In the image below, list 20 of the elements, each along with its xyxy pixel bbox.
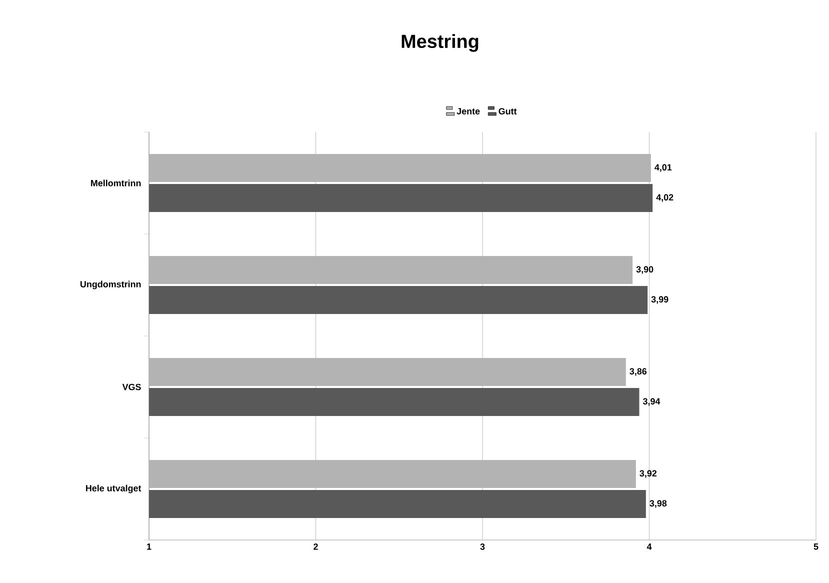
data-label: 3,98 bbox=[650, 500, 667, 508]
x-tick-label: 3 bbox=[480, 544, 485, 550]
legend-label: Gutt bbox=[498, 108, 517, 114]
data-label: 4,02 bbox=[656, 194, 674, 202]
data-label: 3,94 bbox=[642, 398, 660, 406]
data-label: 3,90 bbox=[636, 266, 654, 274]
x-tick-label: 4 bbox=[646, 544, 652, 550]
x-tick-label: 5 bbox=[814, 544, 818, 550]
x-tick-label: 2 bbox=[314, 544, 318, 550]
y-tick-label: Hele utvalget bbox=[86, 484, 142, 494]
data-label: 4,01 bbox=[654, 164, 672, 172]
data-label: 3,92 bbox=[640, 470, 657, 478]
y-tick-label: Mellomtrinn bbox=[91, 180, 141, 186]
data-label: 3,99 bbox=[651, 296, 668, 304]
legend-label: Jente bbox=[456, 108, 480, 114]
data-label: 3,86 bbox=[630, 368, 647, 376]
chart-title: Mestring bbox=[402, 34, 478, 52]
y-tick-label: VGS bbox=[122, 384, 141, 390]
x-tick-label: 1 bbox=[147, 544, 152, 550]
y-tick-label: Ungdomstrinn bbox=[80, 280, 141, 290]
